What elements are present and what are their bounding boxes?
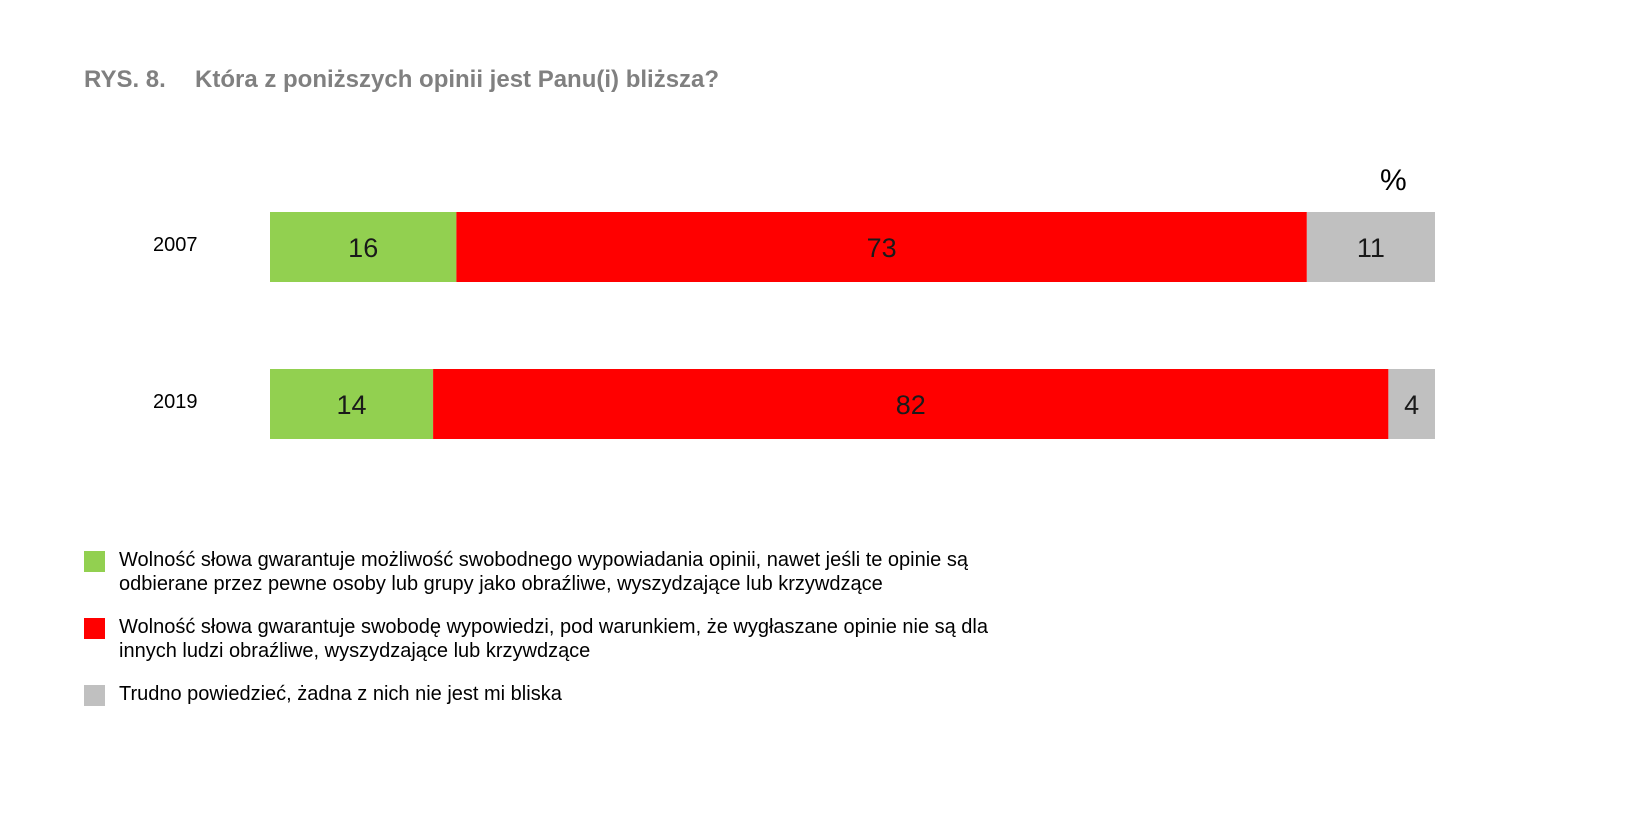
- bar-segment: [1306, 212, 1435, 282]
- legend-item: Wolność słowa gwarantuje swobodę wypowie…: [84, 615, 1044, 663]
- bar-segment: [270, 212, 457, 282]
- legend-swatch: [84, 685, 105, 706]
- bar-segment: [433, 369, 1389, 439]
- data-label: 73: [867, 233, 897, 263]
- bar-segment: [456, 212, 1307, 282]
- legend: Wolność słowa gwarantuje możliwość swobo…: [84, 548, 1044, 725]
- bar-segment: [1388, 369, 1435, 439]
- data-label: 14: [337, 390, 367, 420]
- data-label: 11: [1357, 233, 1385, 263]
- chart-title-text: Która z poniższych opinii jest Panu(i) b…: [195, 66, 720, 93]
- bar-segment: [270, 369, 434, 439]
- legend-label: Wolność słowa gwarantuje swobodę wypowie…: [119, 616, 988, 662]
- legend-item: Trudno powiedzieć, żadna z nich nie jest…: [84, 682, 1044, 706]
- chart-title: RYS. 8. Która z poniższych opinii jest Pa…: [84, 66, 719, 94]
- data-label: 4: [1404, 390, 1419, 420]
- legend-label: Trudno powiedzieć, żadna z nich nie jest…: [119, 683, 562, 705]
- legend-swatch: [84, 618, 105, 639]
- category-label: 2007: [153, 234, 198, 256]
- legend-label: Wolność słowa gwarantuje możliwość swobo…: [119, 549, 968, 595]
- legend-item: Wolność słowa gwarantuje możliwość swobo…: [84, 548, 1044, 596]
- data-label: 82: [896, 390, 926, 420]
- legend-swatch: [84, 551, 105, 572]
- data-label: 16: [348, 233, 378, 263]
- category-label: 2019: [153, 391, 198, 413]
- unit-label: %: [1380, 164, 1407, 197]
- figure-number: RYS. 8.: [84, 66, 166, 93]
